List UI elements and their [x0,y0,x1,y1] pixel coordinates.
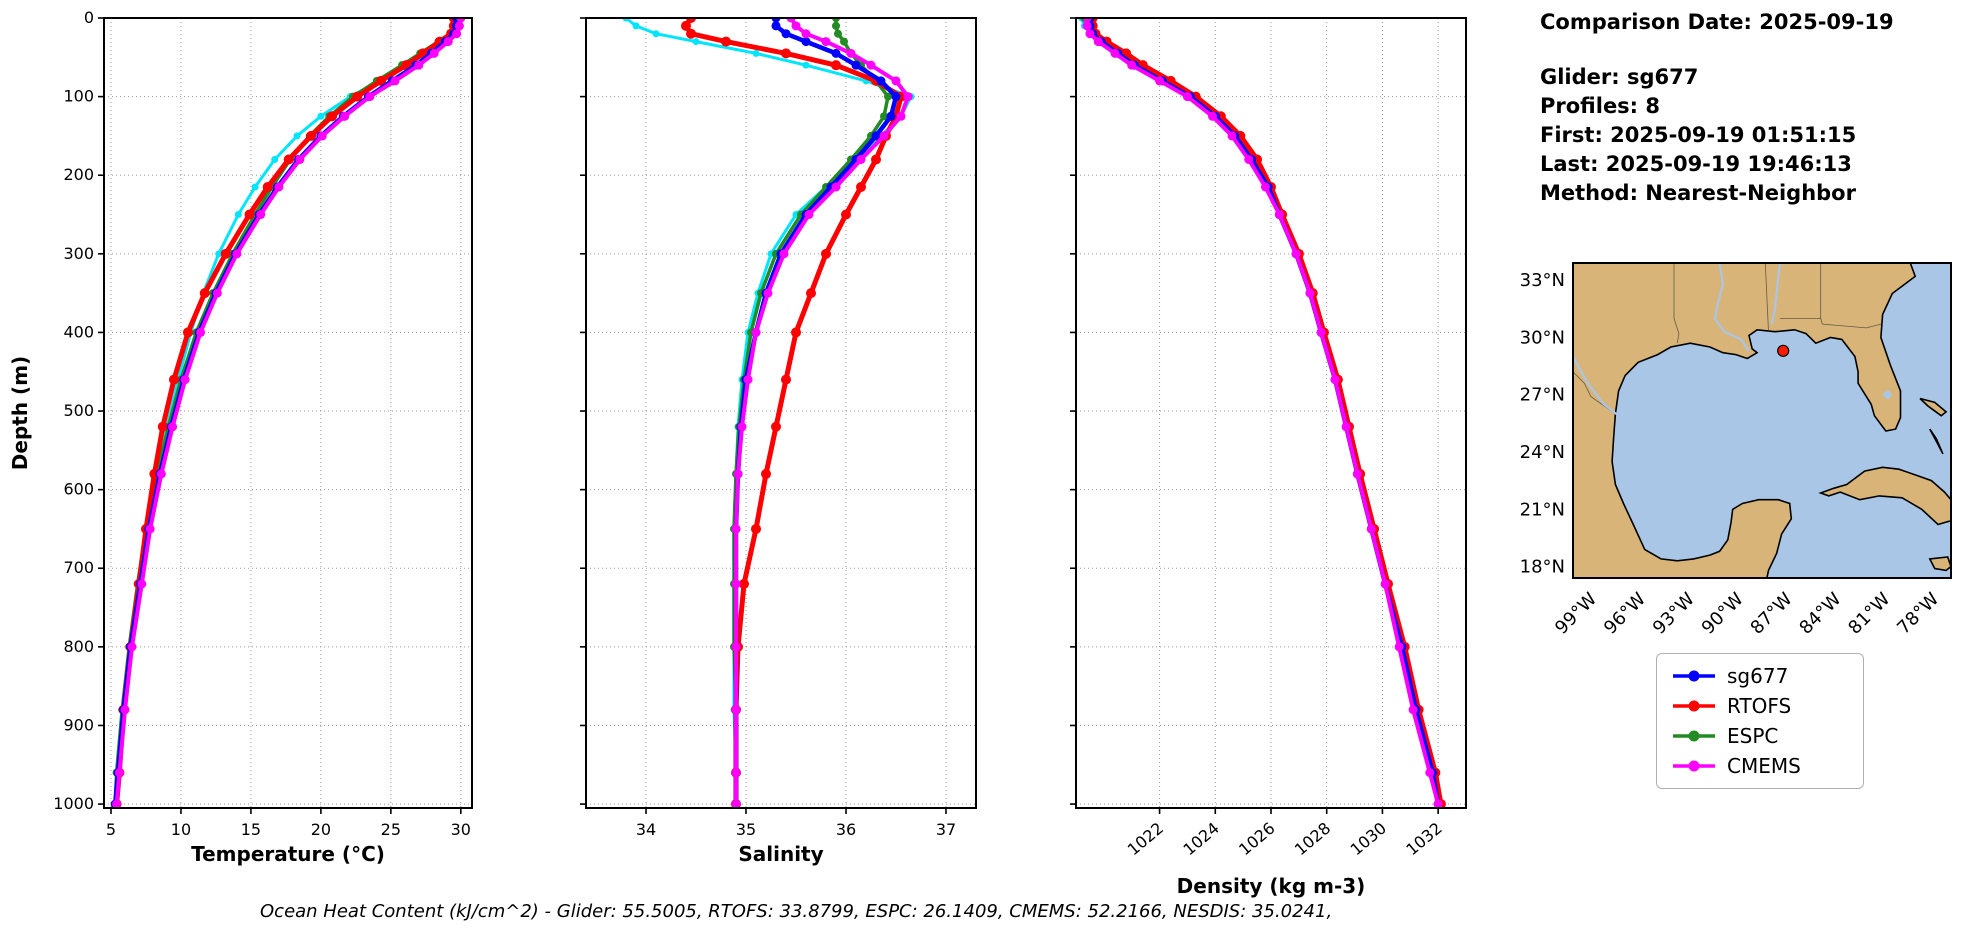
legend-label: sg677 [1727,664,1789,688]
map-land-cuba [1818,466,1951,526]
map-lake [1883,390,1892,399]
plot-frame [103,17,473,809]
map-land-bahamas [1929,428,1944,455]
glider-position-marker [1777,344,1790,357]
map-border-line [1822,323,1882,329]
salinity-profile-panel: 34 35 36 37 [580,17,977,839]
method: Method: Nearest-Neighbor [1540,181,1856,205]
map-canvas [1573,263,1951,578]
map-land-jamaica [1928,556,1951,572]
legend-item-sg677: sg677 [1671,664,1849,688]
svg-text:24°N: 24°N [1520,442,1565,463]
plot-frame [585,17,977,809]
svg-text:90°W: 90°W [1698,589,1748,639]
svg-text:84°W: 84°W [1795,589,1845,639]
svg-text:1030: 1030 [1347,819,1390,860]
gulf-of-mexico-map: 33°N 30°N 27°N 24°N 21°N 18°N 99°W96°W93°W90°W… [1520,262,1952,639]
svg-text:0: 0 [84,8,94,27]
svg-text:30: 30 [451,820,471,839]
series-ESPC-line [1082,18,1443,806]
svg-text:100: 100 [63,87,94,106]
svg-text:30°N: 30°N [1520,327,1565,348]
svg-text:93°W: 93°W [1649,589,1699,639]
svg-text:400: 400 [63,322,94,341]
map-land-mainland [1573,263,1917,578]
svg-text:96°W: 96°W [1600,589,1650,639]
series-group [1078,18,1446,808]
legend: sg677 RTOFS ESPC CMEMS [1656,653,1864,789]
svg-text:700: 700 [63,558,94,577]
svg-text:78°W: 78°W [1893,589,1943,639]
temperature-profile-panel: 5 10 15 20 25 3001002003004005006007008009001… [53,8,473,839]
salinity-axis-label: Salinity [738,842,824,866]
svg-text:20: 20 [311,820,331,839]
svg-text:34: 34 [636,820,656,839]
map-border-line [1573,371,1616,415]
depth-axis-label: Depth (m) [8,355,32,471]
info-spacer [1540,37,1894,63]
svg-text:35: 35 [736,820,756,839]
legend-item-rtofs: RTOFS [1671,694,1849,718]
map-frame [1572,262,1952,579]
map-river [1573,355,1620,417]
comparison-info-block: Comparison Date: 2025-09-19 Glider: sg67… [1540,8,1894,208]
svg-text:36: 36 [836,820,856,839]
svg-text:37: 37 [936,820,956,839]
comparison-date: Comparison Date: 2025-09-19 [1540,10,1894,34]
legend-marker-rtofs [1673,700,1715,712]
first-profile-time: First: 2025-09-19 01:51:15 [1540,123,1857,147]
svg-text:87°W: 87°W [1747,589,1797,639]
legend-item-cmems: CMEMS [1671,754,1849,778]
svg-text:1022: 1022 [1124,819,1167,860]
svg-text:25: 25 [381,820,401,839]
svg-text:600: 600 [63,480,94,499]
svg-text:1000: 1000 [53,794,94,813]
svg-text:33°N: 33°N [1520,270,1565,291]
svg-text:900: 900 [63,715,94,734]
svg-text:1026: 1026 [1235,819,1278,860]
svg-text:300: 300 [63,244,94,263]
svg-text:500: 500 [63,401,94,420]
svg-text:81°W: 81°W [1844,589,1894,639]
svg-text:18°N: 18°N [1520,557,1565,578]
svg-text:10: 10 [171,820,191,839]
legend-marker-cmems [1673,760,1715,772]
legend-item-espc: ESPC [1671,724,1849,748]
svg-text:5: 5 [106,820,116,839]
legend-marker-sg677 [1673,670,1715,682]
glider-name: Glider: sg677 [1540,65,1699,89]
legend-label: ESPC [1727,724,1779,748]
svg-text:1028: 1028 [1291,819,1334,860]
density-axis-label: Density (kg m-3) [1176,874,1366,898]
legend-label: RTOFS [1727,694,1792,718]
svg-text:21°N: 21°N [1520,499,1565,520]
map-border-line [1764,263,1769,332]
density-profile-panel: 1022 1024 1026 1028 1030 1032 [1070,17,1467,860]
series-RTOFS-line [114,18,457,807]
svg-text:99°W: 99°W [1551,589,1601,639]
map-border-line [1673,263,1680,344]
profiles-count: Profiles: 8 [1540,94,1661,118]
legend-marker-espc [1673,730,1715,742]
svg-text:1024: 1024 [1179,819,1222,860]
series-CMEMS-line [1085,18,1441,807]
map-river [1770,263,1781,325]
svg-text:200: 200 [63,165,94,184]
temperature-axis-label: Temperature (°C) [191,842,385,866]
last-profile-time: Last: 2025-09-19 19:46:13 [1540,152,1852,176]
svg-text:1032: 1032 [1402,819,1445,860]
svg-text:800: 800 [63,637,94,656]
map-river [1713,263,1750,352]
map-land-bahamas [1919,397,1948,417]
series-group [622,18,915,808]
ocean-heat-content-caption: Ocean Heat Content (kJ/cm^2) - Glider: 5… [260,901,1333,922]
legend-label: CMEMS [1727,754,1801,778]
series-group [110,18,466,808]
svg-text:15: 15 [241,820,261,839]
svg-text:27°N: 27°N [1520,385,1565,406]
